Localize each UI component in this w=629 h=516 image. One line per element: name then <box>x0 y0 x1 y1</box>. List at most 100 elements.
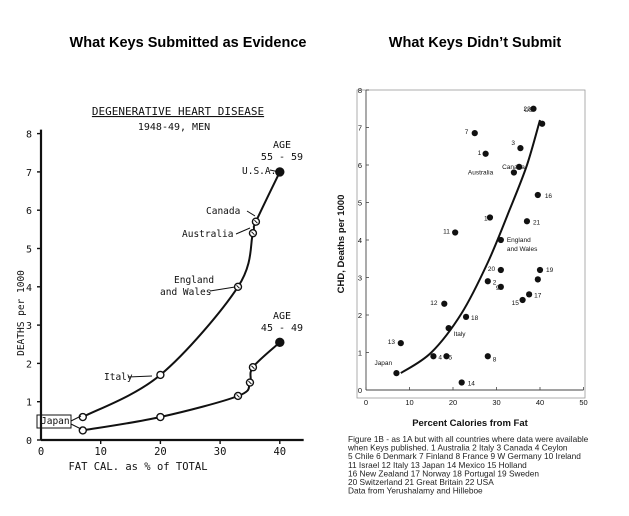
right-data-point <box>536 266 544 274</box>
left-leader-arrow <box>70 415 82 422</box>
right-point-label: 20 <box>488 266 496 273</box>
right-data-point <box>486 214 494 221</box>
right-x-tick-label: 0 <box>364 398 368 407</box>
right-point-label: 3 <box>511 140 515 147</box>
left-y-tick-label: 1 <box>26 398 32 409</box>
right-data-point <box>534 276 541 283</box>
left-chart-points <box>78 167 285 435</box>
left-data-point <box>78 426 87 435</box>
left-y-tick-label: 0 <box>26 436 32 447</box>
caption-line: 16 New Zealand 17 Norway 18 Portugal 19 … <box>348 468 539 478</box>
right-data-point <box>471 130 478 137</box>
right-point-label: 4 <box>438 354 442 361</box>
left-chart-title: DEGENERATIVE HEART DISEASE <box>92 105 264 118</box>
caption-line: when Keys published. 1 Australia 2 Italy… <box>347 443 568 453</box>
left-y-tick-label: 2 <box>26 359 32 370</box>
right-chart-xlabel: Percent Calories from Fat <box>412 418 528 429</box>
right-y-tick-label: 4 <box>358 236 362 245</box>
left-data-point <box>78 412 87 422</box>
left-data-point <box>156 412 165 422</box>
right-point-label: US <box>524 107 534 114</box>
left-series-label: 45 - 49 <box>261 323 303 334</box>
right-point-label: 17 <box>534 292 542 299</box>
left-x-tick-label: 30 <box>214 446 227 458</box>
right-data-point <box>539 120 546 127</box>
right-y-tick-label: 3 <box>358 274 362 283</box>
left-data-point-mark <box>254 219 258 224</box>
left-y-tick-label: 5 <box>26 245 32 256</box>
right-x-tick-label: 10 <box>405 398 413 407</box>
left-japan-box <box>36 414 72 429</box>
right-data-point <box>517 145 524 152</box>
right-data-point <box>458 379 465 386</box>
left-leader-arrow <box>235 227 251 235</box>
right-point-label: Italy <box>454 331 467 338</box>
right-data-point <box>393 370 400 377</box>
right-chart-points: 22US713CanadaAustralia16102111Englandand… <box>374 105 554 388</box>
right-data-point <box>523 218 531 225</box>
left-leader-arrow <box>127 375 153 378</box>
right-data-point <box>510 169 517 176</box>
left-leader-arrow <box>209 286 236 292</box>
left-y-tick-label: 6 <box>26 206 32 217</box>
left-chart: DEGENERATIVE HEART DISEASE 1948-49, MEN … <box>16 105 304 473</box>
right-point-label: 21 <box>533 219 541 226</box>
right-y-tick-label: 5 <box>358 199 362 208</box>
right-point-label: Japan <box>374 360 392 367</box>
right-data-point <box>443 353 450 360</box>
left-data-point <box>275 337 285 348</box>
left-y-tick-label: 3 <box>26 321 32 332</box>
right-point-label: 22 <box>523 106 531 113</box>
right-point-label: 15 <box>512 300 520 307</box>
right-chart-caption: Figure 1B - as 1A but with all countries… <box>347 434 589 496</box>
left-country-label: Canada <box>206 206 240 217</box>
right-y-tick-label: 1 <box>358 349 362 358</box>
right-data-point <box>497 236 504 244</box>
left-leader-arrow <box>269 169 285 174</box>
right-data-point <box>462 313 470 320</box>
left-y-tick-label: 7 <box>26 168 32 179</box>
left-leader-arrow <box>246 210 256 217</box>
right-point-label: Australia <box>468 170 494 177</box>
right-point-label: 16 <box>545 193 553 200</box>
left-leader-arrow <box>70 423 82 430</box>
right-y-tick-label: 8 <box>358 86 362 95</box>
caption-line: Data from Yerushalamy and Hilleboe <box>348 486 483 496</box>
left-chart-subtitle: 1948-49, MEN <box>138 122 210 133</box>
left-y-tick-label: 4 <box>26 283 32 294</box>
left-country-label: England <box>174 275 214 286</box>
right-data-point <box>452 229 459 236</box>
right-data-point <box>519 296 526 304</box>
right-chart-frame <box>356 89 586 399</box>
right-data-point <box>526 291 533 298</box>
right-chart-trendline <box>400 119 541 374</box>
right-x-tick-label: 30 <box>492 398 500 407</box>
right-point-label: and Wales <box>507 246 538 253</box>
right-point-label: 8 <box>493 356 497 363</box>
right-x-tick-label: 40 <box>536 398 544 407</box>
left-country-label: and Wales <box>160 287 211 298</box>
right-point-label: 7 <box>465 129 469 136</box>
left-country-label: U.S.A. <box>242 166 276 177</box>
right-point-label: 2 <box>493 279 497 286</box>
right-data-point <box>430 353 437 360</box>
right-point-label: 11 <box>443 229 450 236</box>
right-y-tick-label: 6 <box>358 161 362 170</box>
left-data-point-mark <box>248 380 252 385</box>
left-x-tick-label: 10 <box>94 446 107 458</box>
right-heading: What Keys Didn’t Submit <box>389 35 562 51</box>
left-series-label: AGE <box>273 311 291 322</box>
right-x-tick-label: 20 <box>449 398 457 407</box>
left-chart-axes: 0 10 20 30 40 0 1 2 3 4 5 6 7 8 <box>26 129 304 458</box>
right-point-label: 10 <box>484 216 492 223</box>
right-y-tick-label: 2 <box>358 311 362 320</box>
right-data-point <box>534 191 541 199</box>
left-heading: What Keys Submitted as Evidence <box>70 35 307 51</box>
right-x-tick-label: 50 <box>579 398 587 407</box>
right-data-point <box>497 266 504 274</box>
right-point-label: 19 <box>546 267 554 274</box>
left-data-point-mark <box>251 365 255 370</box>
right-point-label: 1 <box>478 150 482 157</box>
